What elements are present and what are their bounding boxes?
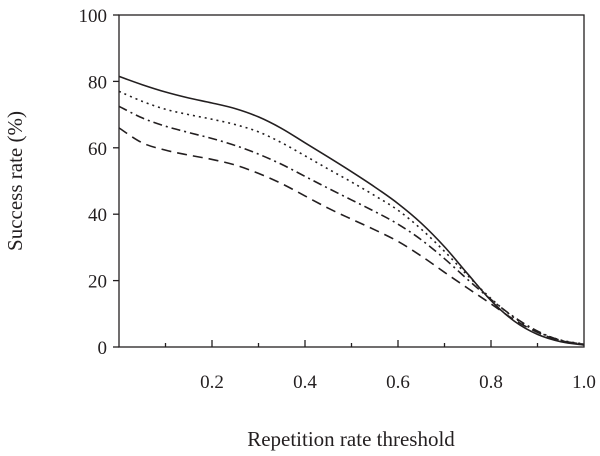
y-tick-label: 40: [88, 205, 107, 226]
x-tick-label: 0.4: [293, 372, 317, 393]
x-axis-ticks: 0.2 0.4 0.6 0.8 1.0: [164, 340, 596, 393]
y-axis-ticks: 0 20 40 60 80 100: [79, 6, 119, 359]
y-tick-label: 0: [98, 338, 108, 359]
series-layer: [118, 75, 585, 346]
series-line-solid: [118, 75, 585, 346]
y-tick-label: 60: [88, 139, 107, 160]
x-tick-label: 0.2: [200, 372, 224, 393]
x-tick-label: 1.0: [572, 372, 596, 393]
y-tick-label: 100: [79, 6, 108, 27]
series-line-dashed: [118, 127, 585, 346]
y-tick-label: 80: [88, 72, 107, 93]
series-line-dotted: [118, 90, 585, 345]
x-tick-label: 0.8: [479, 372, 503, 393]
x-axis-title: Repetition rate threshold: [247, 427, 455, 451]
x-tick-label: 0.6: [386, 372, 410, 393]
y-axis-title: Success rate (%): [3, 111, 27, 251]
series-line-dash-dot: [118, 105, 585, 346]
y-tick-label: 20: [88, 272, 107, 293]
plot-area-frame: [118, 14, 585, 348]
